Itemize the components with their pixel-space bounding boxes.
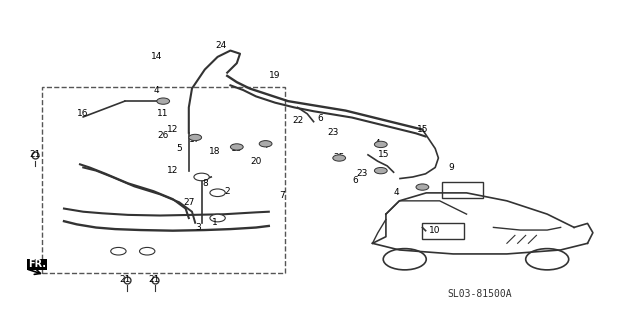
Text: 1: 1 xyxy=(212,218,217,227)
Text: 21: 21 xyxy=(29,150,41,159)
Text: 26: 26 xyxy=(157,131,169,140)
Circle shape xyxy=(259,141,272,147)
Text: 15: 15 xyxy=(417,125,428,134)
Text: 7: 7 xyxy=(279,191,284,200)
Text: 23: 23 xyxy=(327,128,339,137)
Circle shape xyxy=(210,214,225,222)
Circle shape xyxy=(374,141,387,148)
FancyBboxPatch shape xyxy=(42,87,285,273)
Text: 9: 9 xyxy=(449,163,454,172)
Circle shape xyxy=(140,247,155,255)
Text: 4: 4 xyxy=(375,139,380,148)
Text: 19: 19 xyxy=(269,71,281,80)
Text: 20: 20 xyxy=(250,157,262,166)
Circle shape xyxy=(194,173,209,181)
Text: 14: 14 xyxy=(151,52,163,61)
Text: 21: 21 xyxy=(119,275,131,284)
Text: 15: 15 xyxy=(378,150,390,159)
Text: 2: 2 xyxy=(225,187,230,196)
Text: 4: 4 xyxy=(263,141,268,150)
Text: 5: 5 xyxy=(177,144,182,153)
Text: 27: 27 xyxy=(183,198,195,207)
Text: 18: 18 xyxy=(209,147,220,156)
Text: 6: 6 xyxy=(317,114,323,123)
Text: SL03-81500A: SL03-81500A xyxy=(448,289,512,299)
Text: FR.: FR. xyxy=(28,259,46,269)
Text: 25: 25 xyxy=(333,154,345,162)
Text: 10: 10 xyxy=(429,226,441,235)
Text: 4: 4 xyxy=(394,188,399,197)
Text: 12: 12 xyxy=(167,166,179,175)
Circle shape xyxy=(157,98,170,104)
Text: 22: 22 xyxy=(292,116,303,125)
FancyBboxPatch shape xyxy=(442,182,483,198)
Text: 13: 13 xyxy=(231,144,243,153)
Circle shape xyxy=(111,247,126,255)
Text: 3: 3 xyxy=(196,223,201,232)
Circle shape xyxy=(230,144,243,150)
Text: 4: 4 xyxy=(154,86,159,94)
Text: 11: 11 xyxy=(157,109,169,118)
Circle shape xyxy=(383,249,426,270)
Text: 24: 24 xyxy=(215,41,227,50)
Text: 6: 6 xyxy=(353,176,358,185)
Text: 23: 23 xyxy=(356,169,367,178)
Circle shape xyxy=(416,184,429,190)
Circle shape xyxy=(374,167,387,174)
Text: 12: 12 xyxy=(167,125,179,134)
Text: 16: 16 xyxy=(77,109,89,118)
Circle shape xyxy=(210,189,225,197)
Text: 8: 8 xyxy=(202,179,207,188)
FancyBboxPatch shape xyxy=(422,223,464,239)
Circle shape xyxy=(525,249,569,270)
Circle shape xyxy=(189,134,202,141)
Text: 17: 17 xyxy=(189,135,201,143)
Text: 21: 21 xyxy=(148,275,159,284)
Circle shape xyxy=(333,155,346,161)
